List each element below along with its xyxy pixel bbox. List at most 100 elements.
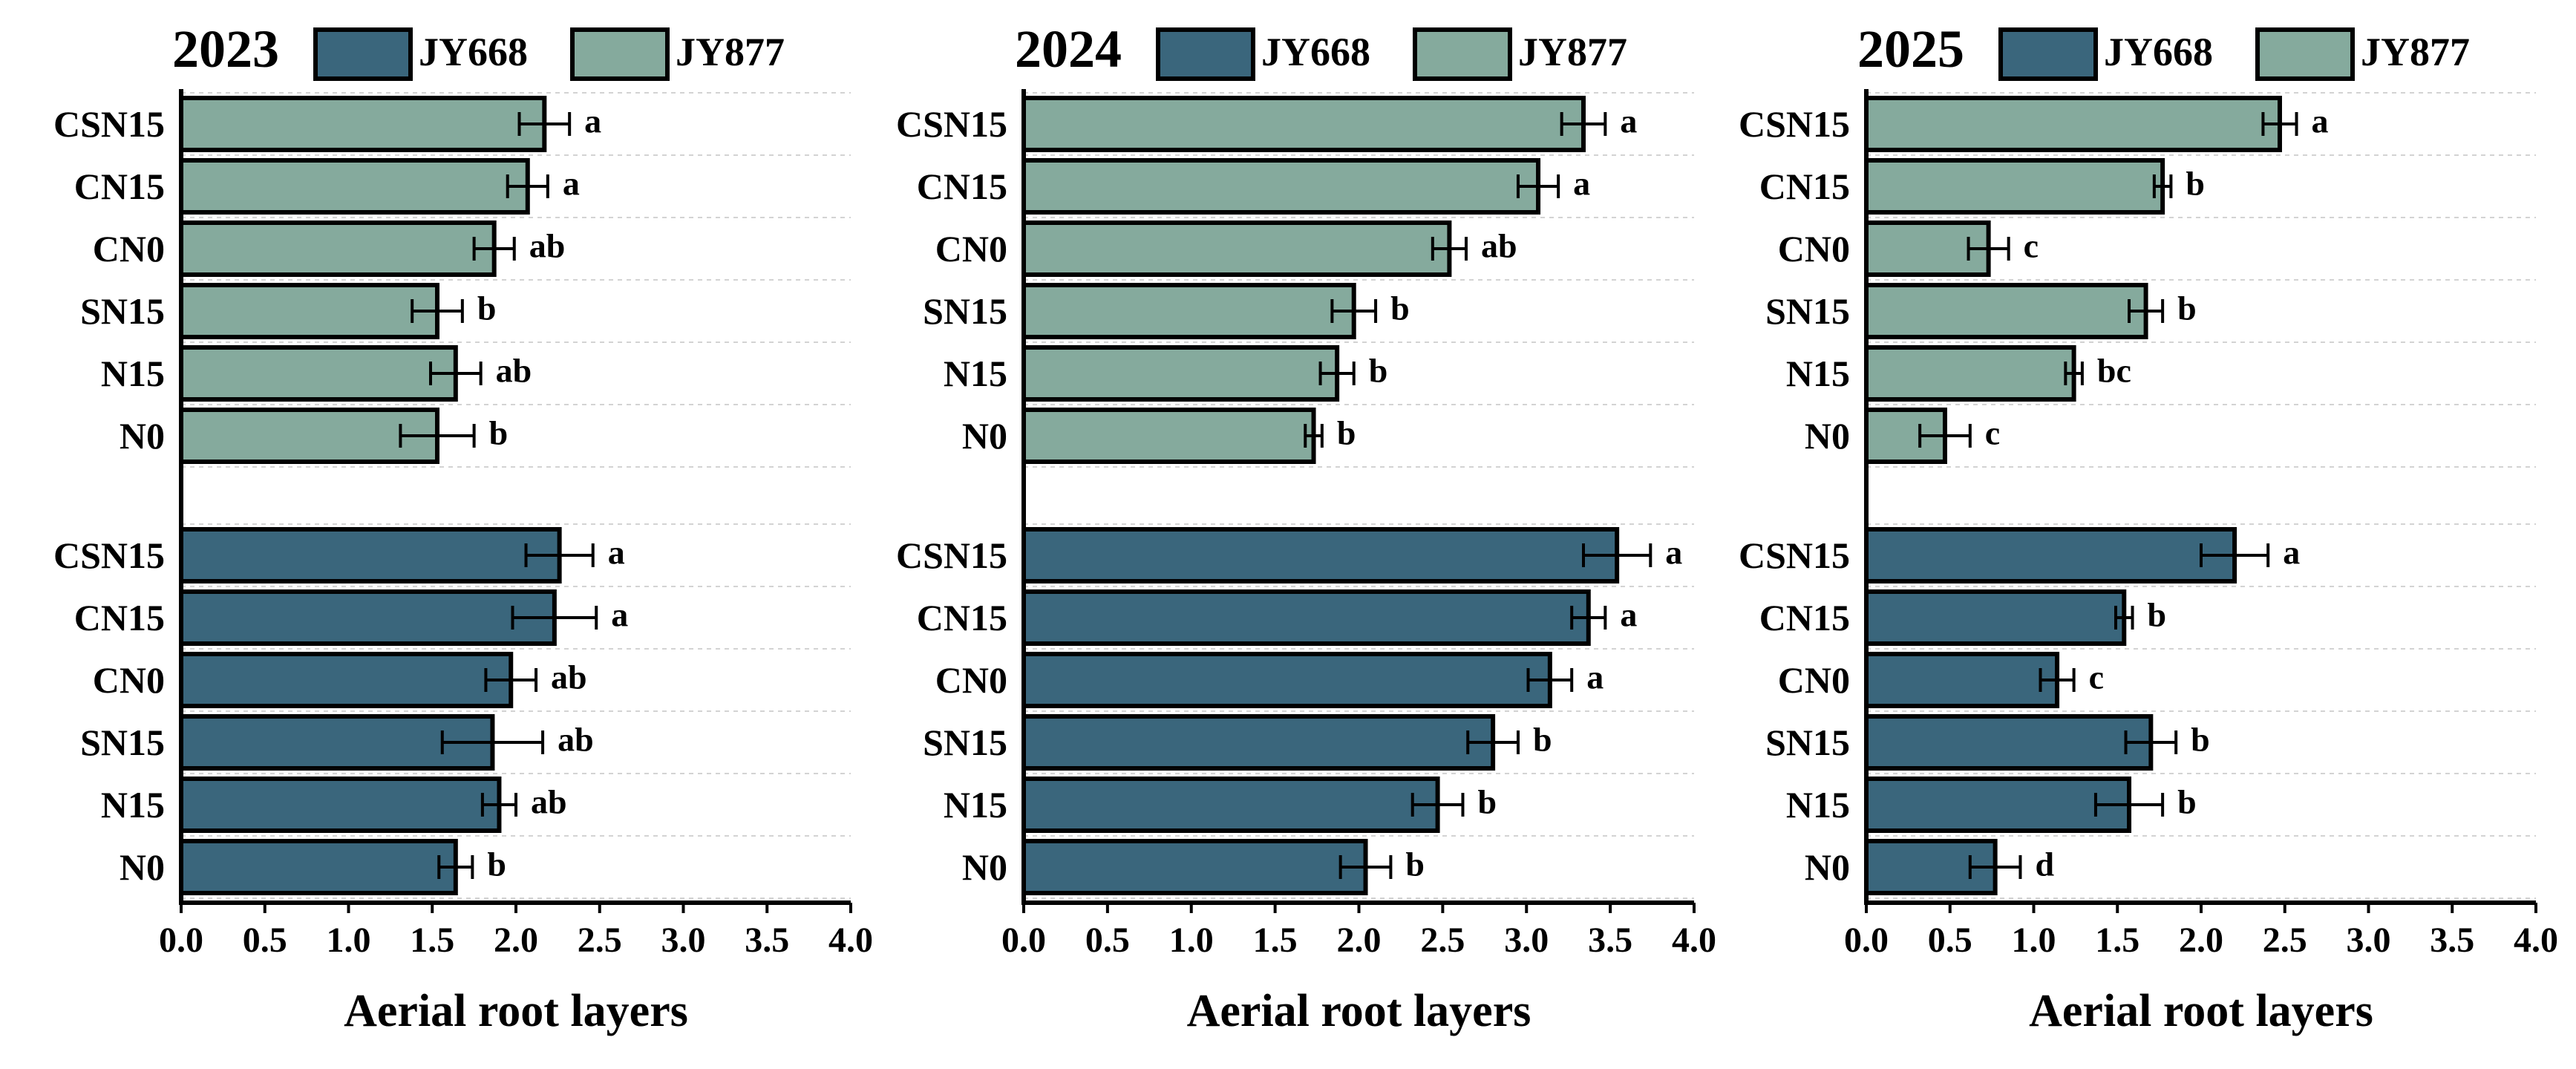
panel-2023-JY877-SN15-significance-letter: b bbox=[477, 290, 497, 327]
panel-2025-legend-swatch-JY668 bbox=[1998, 27, 2098, 81]
panel-2024-JY877-N15-significance-letter: b bbox=[1369, 352, 1388, 390]
panel-2025-JY668-CN15-error-bar bbox=[2114, 606, 2134, 630]
panel-2024-x-tick-label: 2.5 bbox=[1420, 921, 1465, 960]
panel-2023-x-tick-label: 1.0 bbox=[327, 921, 371, 960]
panel-2023-x-tick-label: 3.0 bbox=[661, 921, 706, 960]
panel-2023-JY668-CN0-category-label: CN0 bbox=[93, 659, 165, 701]
panel-2025-JY877-CN15-error-bar bbox=[2152, 174, 2173, 198]
panel-2023-JY668-CN15-bar bbox=[179, 589, 557, 646]
panel-2024-JY877-CSN15-bar bbox=[1021, 96, 1586, 152]
panel-2024-JY877-N15-category-label: N15 bbox=[944, 353, 1007, 394]
panel-2025-JY877-SN15-error-bar bbox=[2128, 299, 2165, 323]
panel-2023-JY877-N15-bar bbox=[179, 345, 458, 402]
panel-2023-JY877-CSN15-significance-letter: a bbox=[584, 102, 601, 140]
panel-2025-x-tick-label: 1.5 bbox=[2095, 921, 2139, 960]
panel-2024-JY877-N0-bar bbox=[1021, 408, 1316, 464]
panel-2023-JY668-SN15-category-label: SN15 bbox=[80, 722, 165, 763]
panel-2023-legend-swatch-JY877 bbox=[570, 27, 670, 81]
panel-2024-JY668-SN15-significance-letter: b bbox=[1533, 721, 1552, 759]
panel-2024-JY877-CN0-significance-letter: ab bbox=[1481, 227, 1517, 265]
panel-2025-JY668-SN15-bar bbox=[1864, 714, 2154, 771]
panel-2023-x-tick-label: 0.0 bbox=[159, 921, 203, 960]
panel-2024-JY668-CN15-significance-letter: a bbox=[1620, 596, 1637, 634]
panel-2023-JY668-CN0-bar bbox=[179, 652, 514, 708]
panel-2025-x-tick-label: 1.0 bbox=[2012, 921, 2056, 960]
panel-2025-JY668-N0-category-label: N0 bbox=[1805, 846, 1850, 888]
panel-2024-JY877-CSN15-error-bar bbox=[1560, 112, 1607, 136]
panel-2025-JY877-CN0-error-bar bbox=[1967, 237, 2010, 261]
panel-2024-legend-swatch-JY668 bbox=[1156, 27, 1255, 81]
panel-2024-x-tick-label: 3.5 bbox=[1588, 921, 1632, 960]
panel-2024-JY877-CN15-category-label: CN15 bbox=[917, 166, 1007, 207]
panel-2024-legend: JY668 JY877 bbox=[1156, 27, 1627, 81]
panel-2024-JY668-CSN15-significance-letter: a bbox=[1665, 534, 1682, 572]
panel-2025-JY877-N15-category-label: N15 bbox=[1786, 353, 1850, 394]
panel-2025-JY668-CSN15-error-bar bbox=[2200, 543, 2270, 567]
panel-2025-JY877-CSN15-significance-letter: a bbox=[2312, 102, 2329, 140]
panel-2025-JY668-CN0-category-label: CN0 bbox=[1778, 659, 1850, 701]
panel-2023-JY668-CN15-category-label: CN15 bbox=[74, 597, 165, 638]
panel-2024-JY668-N0-error-bar bbox=[1338, 855, 1393, 879]
panel-2025-JY668-SN15-significance-letter: b bbox=[2191, 721, 2210, 759]
panel-2024-x-axis-title: Aerial root layers bbox=[1187, 986, 1531, 1036]
panel-2024-JY877-CN15-bar bbox=[1021, 158, 1541, 215]
panel-2023-JY668-SN15-error-bar bbox=[440, 730, 545, 754]
panel-2024-JY668-N0-category-label: N0 bbox=[962, 846, 1007, 888]
panel-2023-JY877-N0-category-label: N0 bbox=[120, 415, 165, 457]
panel-2025-JY668-CN0-error-bar bbox=[2039, 668, 2076, 692]
panel-2025-title: 2025 bbox=[1857, 19, 1964, 79]
panel-2023-JY877-N15-significance-letter: ab bbox=[496, 352, 532, 390]
panel-2025-JY877-CSN15-category-label: CSN15 bbox=[1739, 103, 1850, 145]
panel-2024-JY877-CN15-error-bar bbox=[1516, 174, 1560, 198]
panel-2023-JY877-SN15-error-bar bbox=[411, 299, 464, 323]
panel-2025-legend-label-JY877: JY877 bbox=[2361, 30, 2470, 74]
panel-2023-x-tick-label: 0.5 bbox=[243, 921, 287, 960]
panel-2024-JY668-N15-significance-letter: b bbox=[1477, 783, 1497, 821]
panel-2023-JY877-CSN15-error-bar bbox=[517, 112, 572, 136]
panel-2023-JY877-N0-error-bar bbox=[399, 424, 476, 448]
panel-2023-JY877-N15-category-label: N15 bbox=[101, 353, 165, 394]
panel-2024-JY668-CSN15-category-label: CSN15 bbox=[896, 534, 1007, 576]
panel-2024-JY877-N0-error-bar bbox=[1304, 424, 1324, 448]
panel-2024-JY668-CN15-bar bbox=[1021, 589, 1591, 646]
panel-2023-JY877-CN15-significance-letter: a bbox=[563, 165, 580, 203]
panel-2025-JY877-CN0-category-label: CN0 bbox=[1778, 228, 1850, 269]
panel-2025-JY668-CSN15-significance-letter: a bbox=[2283, 534, 2300, 572]
panel-2024-x-tick-label: 1.5 bbox=[1253, 921, 1298, 960]
panel-2024-JY668-CSN15-error-bar bbox=[1582, 543, 1653, 567]
panel-2023-JY668-N15-significance-letter: ab bbox=[531, 783, 567, 821]
panel-2024-JY877-CSN15-significance-letter: a bbox=[1620, 102, 1637, 140]
panel-2025-JY877-CN15-significance-letter: b bbox=[2186, 165, 2205, 203]
panel-2023-x-tick-label: 3.5 bbox=[745, 921, 789, 960]
panel-2024-JY668-CN15-error-bar bbox=[1570, 606, 1607, 630]
panel-2023-JY877-SN15-bar bbox=[179, 283, 440, 339]
panel-2025-legend-swatch-JY877 bbox=[2255, 27, 2355, 81]
panel-2024-JY877-CN15-significance-letter: a bbox=[1573, 165, 1590, 203]
panel-2025-x-tick-label: 2.5 bbox=[2263, 921, 2307, 960]
panel-2024-JY877-SN15-category-label: SN15 bbox=[923, 290, 1007, 332]
panel-2025-JY877-SN15-bar bbox=[1864, 283, 2148, 339]
panel-2025-JY668-CN0-bar bbox=[1864, 652, 2060, 708]
panel-2023-x-tick-label: 4.0 bbox=[828, 921, 873, 960]
panel-2024-x-tick-label: 4.0 bbox=[1672, 921, 1716, 960]
panel-2024-JY668-CN0-bar bbox=[1021, 652, 1552, 708]
panel-2025-JY877-N15-significance-letter: bc bbox=[2097, 352, 2131, 390]
panel-2024-x-tick-label: 1.0 bbox=[1169, 921, 1214, 960]
panel-2024-JY668-N15-error-bar bbox=[1410, 793, 1465, 817]
panel-2025-JY668-CSN15-bar bbox=[1864, 527, 2237, 583]
panel-2025-JY668-N0-error-bar bbox=[1968, 855, 2022, 879]
panel-2023-legend-label-JY877: JY877 bbox=[676, 30, 785, 74]
panel-2025-JY668-N15-category-label: N15 bbox=[1786, 784, 1850, 826]
panel-2025-x-axis-title: Aerial root layers bbox=[2029, 986, 2373, 1036]
panel-2024-JY668-CN0-significance-letter: a bbox=[1586, 658, 1604, 696]
panel-2023-JY668-N15-category-label: N15 bbox=[101, 784, 165, 826]
panel-2025-JY877-CN15-category-label: CN15 bbox=[1759, 166, 1850, 207]
panel-2023-x-tick-label: 2.0 bbox=[494, 921, 538, 960]
panel-2023-JY877-CN0-significance-letter: ab bbox=[529, 227, 566, 265]
panel-2024-x-tick-label: 2.0 bbox=[1337, 921, 1382, 960]
panel-2023-JY877-CN0-bar bbox=[179, 220, 497, 277]
panel-2023-JY668-CN0-error-bar bbox=[484, 668, 538, 692]
panel-2025-JY668-CN0-significance-letter: c bbox=[2089, 658, 2104, 696]
